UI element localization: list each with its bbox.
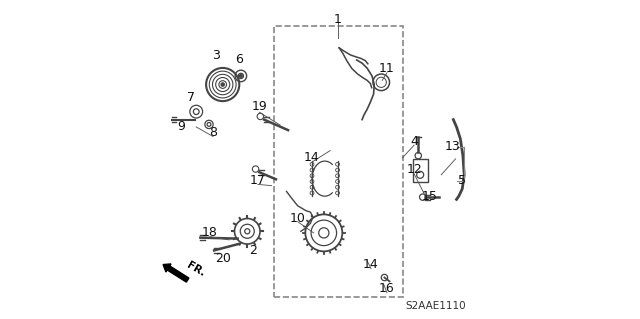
Text: 14: 14 bbox=[363, 258, 379, 271]
Text: 18: 18 bbox=[202, 226, 218, 239]
Text: S2AAE1110: S2AAE1110 bbox=[405, 300, 466, 311]
Text: 12: 12 bbox=[406, 163, 422, 175]
Text: 17: 17 bbox=[250, 174, 266, 187]
Text: 13: 13 bbox=[445, 140, 460, 153]
Text: 4: 4 bbox=[410, 136, 418, 148]
Text: 7: 7 bbox=[187, 91, 195, 104]
Text: 10: 10 bbox=[290, 212, 306, 225]
Text: 19: 19 bbox=[252, 100, 268, 113]
Bar bbox=[413, 159, 428, 182]
Text: 14: 14 bbox=[304, 152, 320, 164]
Bar bbox=[274, 26, 403, 297]
Text: 6: 6 bbox=[235, 53, 243, 65]
FancyArrow shape bbox=[163, 264, 189, 282]
Text: 9: 9 bbox=[177, 120, 185, 132]
Text: 3: 3 bbox=[212, 49, 220, 62]
Circle shape bbox=[221, 83, 224, 86]
Text: 2: 2 bbox=[249, 244, 257, 257]
Text: 11: 11 bbox=[379, 62, 395, 75]
Text: 1: 1 bbox=[333, 13, 342, 26]
Text: 20: 20 bbox=[215, 252, 230, 265]
Text: 15: 15 bbox=[422, 190, 438, 203]
Text: FR.: FR. bbox=[186, 260, 207, 278]
Text: 5: 5 bbox=[458, 174, 466, 187]
Text: 8: 8 bbox=[209, 126, 217, 139]
Circle shape bbox=[239, 75, 242, 77]
Text: 16: 16 bbox=[379, 282, 395, 295]
